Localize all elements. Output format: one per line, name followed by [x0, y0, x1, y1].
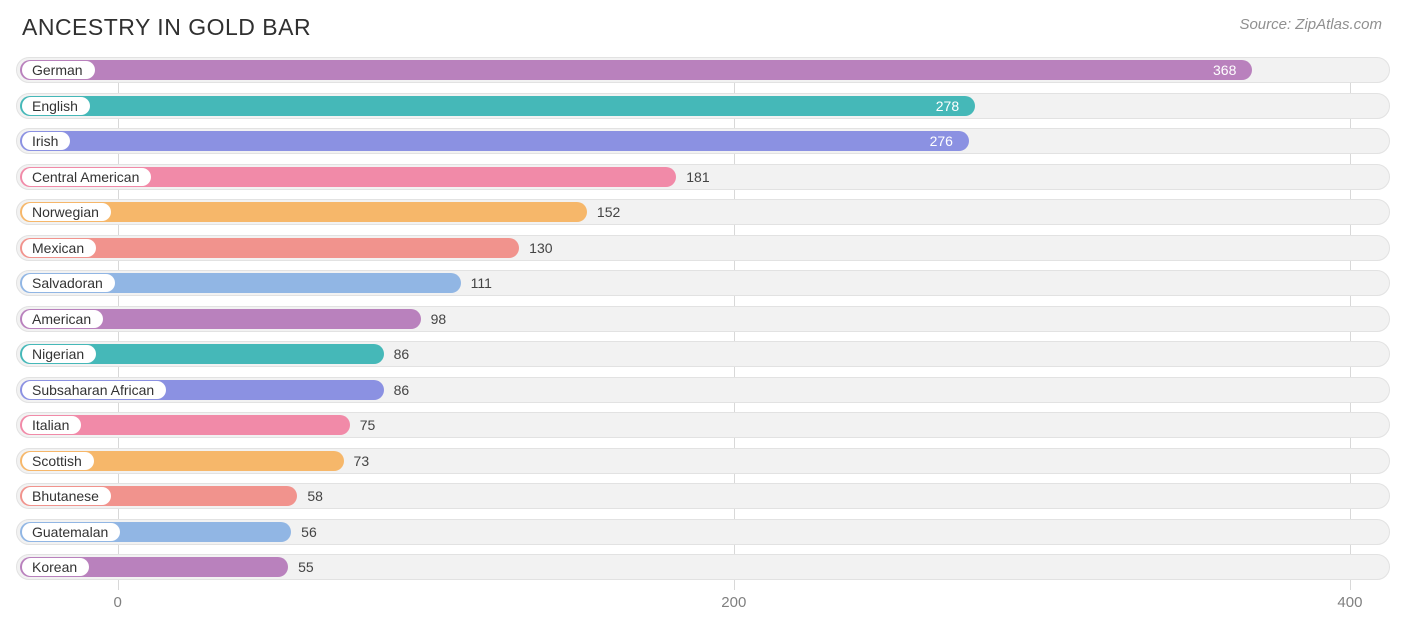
bar-label: Korean — [22, 558, 89, 576]
bar-label: Norwegian — [22, 203, 111, 221]
bar-value: 86 — [394, 378, 410, 402]
bar-row: German 368 — [16, 57, 1390, 83]
bar-row: English 278 — [16, 93, 1390, 119]
bar-value: 73 — [354, 449, 370, 473]
bar-value: 276 — [930, 129, 953, 153]
bar-row: Nigerian 86 — [16, 341, 1390, 367]
bar-value: 86 — [394, 342, 410, 366]
bar-label: Bhutanese — [22, 487, 111, 505]
bar-container: German 368 English 278 Irish 276 Central Ameri… — [16, 57, 1390, 580]
bar-value: 111 — [471, 271, 492, 295]
bar-row: Bhutanese 58 — [16, 483, 1390, 509]
bar-value: 152 — [597, 200, 620, 224]
bar-label: Scottish — [22, 452, 94, 470]
bar-label: Salvadoran — [22, 274, 115, 292]
bar-row: Guatemalan 56 — [16, 519, 1390, 545]
bar-label: Guatemalan — [22, 523, 120, 541]
bar-value: 58 — [307, 484, 323, 508]
x-axis-tick: 200 — [721, 594, 746, 611]
chart-title: ANCESTRY IN GOLD BAR — [22, 14, 311, 41]
bar-row: Italian 75 — [16, 412, 1390, 438]
bar-value: 130 — [529, 236, 552, 260]
bar-label: Italian — [22, 416, 81, 434]
bar-label: Central American — [22, 168, 151, 186]
x-axis-tick: 400 — [1337, 594, 1362, 611]
bar-fill — [20, 131, 969, 151]
bar-value: 278 — [936, 94, 959, 118]
bar-row: Mexican 130 — [16, 235, 1390, 261]
bar-value: 368 — [1213, 58, 1236, 82]
chart-area: German 368 English 278 Irish 276 Central Ameri… — [16, 57, 1390, 618]
bar-row: Salvadoran 111 — [16, 270, 1390, 296]
bar-value: 56 — [301, 520, 317, 544]
bar-label: Mexican — [22, 239, 96, 257]
bar-fill — [20, 60, 1252, 80]
bar-value: 98 — [431, 307, 447, 331]
bar-value: 75 — [360, 413, 376, 437]
x-axis: 0 200 400 — [16, 590, 1390, 618]
chart-source: Source: ZipAtlas.com — [1239, 16, 1382, 33]
bar-label: Subsaharan African — [22, 381, 166, 399]
bar-label: English — [22, 97, 90, 115]
bar-row: Irish 276 — [16, 128, 1390, 154]
bar-row: Subsaharan African 86 — [16, 377, 1390, 403]
bar-value: 55 — [298, 555, 314, 579]
bar-value: 181 — [686, 165, 709, 189]
bar-row: Korean 55 — [16, 554, 1390, 580]
bar-label: Nigerian — [22, 345, 96, 363]
chart-header: ANCESTRY IN GOLD BAR Source: ZipAtlas.co… — [0, 0, 1406, 51]
bar-label: German — [22, 61, 95, 79]
bar-label: Irish — [22, 132, 70, 150]
bar-row: American 98 — [16, 306, 1390, 332]
bar-label: American — [22, 310, 103, 328]
bar-row: Norwegian 152 — [16, 199, 1390, 225]
x-axis-tick: 0 — [113, 594, 121, 611]
bar-row: Central American 181 — [16, 164, 1390, 190]
bar-row: Scottish 73 — [16, 448, 1390, 474]
bar-fill — [20, 96, 975, 116]
